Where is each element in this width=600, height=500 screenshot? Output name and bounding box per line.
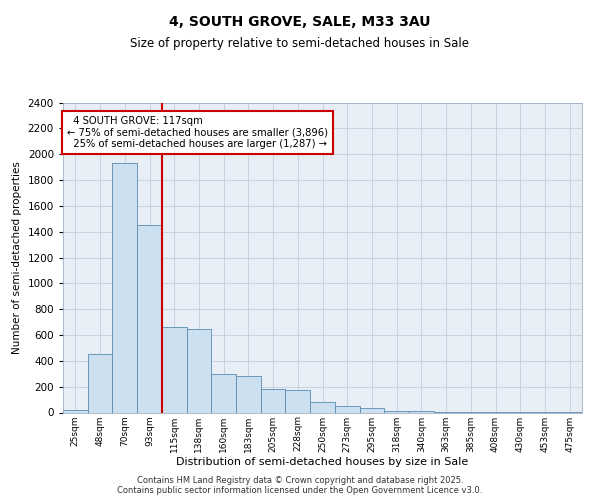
- Bar: [310, 402, 335, 412]
- Bar: [162, 327, 187, 412]
- Bar: [112, 163, 137, 412]
- Bar: [63, 410, 88, 412]
- Bar: [261, 388, 286, 412]
- Bar: [286, 390, 310, 412]
- Y-axis label: Number of semi-detached properties: Number of semi-detached properties: [12, 161, 22, 354]
- Bar: [335, 406, 359, 412]
- X-axis label: Distribution of semi-detached houses by size in Sale: Distribution of semi-detached houses by …: [176, 457, 469, 467]
- Bar: [137, 225, 162, 412]
- Text: Size of property relative to semi-detached houses in Sale: Size of property relative to semi-detach…: [131, 38, 470, 51]
- Bar: [187, 328, 211, 412]
- Bar: [88, 354, 112, 412]
- Bar: [384, 410, 409, 412]
- Text: 4, SOUTH GROVE, SALE, M33 3AU: 4, SOUTH GROVE, SALE, M33 3AU: [169, 15, 431, 29]
- Text: 4 SOUTH GROVE: 117sqm
← 75% of semi-detached houses are smaller (3,896)
  25% of: 4 SOUTH GROVE: 117sqm ← 75% of semi-deta…: [67, 116, 328, 149]
- Bar: [211, 374, 236, 412]
- Bar: [409, 410, 434, 412]
- Bar: [359, 408, 384, 412]
- Text: Contains HM Land Registry data © Crown copyright and database right 2025.
Contai: Contains HM Land Registry data © Crown c…: [118, 476, 482, 495]
- Bar: [236, 376, 261, 412]
